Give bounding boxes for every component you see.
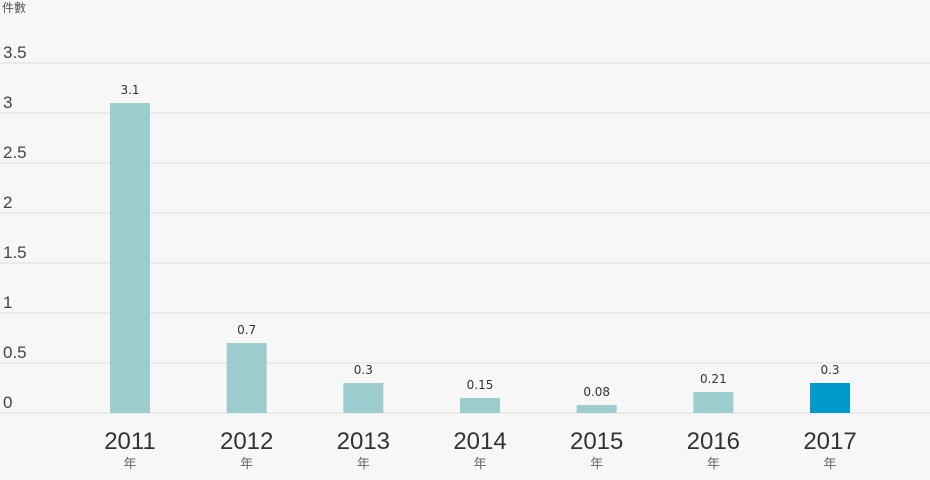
x-axis-labels: 2011 年 2012 年 2013 年 2014 年 2015 年 2016 年 2017 年 (104, 428, 857, 472)
x-tick-unit-label: 年 (590, 457, 603, 472)
bar (693, 392, 734, 413)
y-tick-label: 2 (3, 193, 12, 212)
data-label: 0.3 (354, 363, 373, 377)
y-tick-label: 1.5 (3, 243, 27, 262)
x-tick-label: 2016 (687, 428, 740, 455)
x-tick-unit-label: 年 (474, 457, 487, 472)
y-tick-label: 3 (3, 93, 12, 112)
y-axis-unit-label: 件數 (2, 1, 26, 15)
x-tick-label: 2015 (570, 428, 623, 455)
y-tick-label: 0 (3, 393, 12, 412)
data-label: 0.7 (237, 323, 256, 337)
x-tick-unit-label: 年 (123, 457, 136, 472)
data-label: 0.21 (700, 372, 727, 386)
x-tick-unit-label: 年 (240, 457, 253, 472)
bar (343, 383, 384, 413)
y-axis-ticks: 0 0.5 1 1.5 2 2.5 3 3.5 (3, 43, 27, 412)
x-tick-label: 2011 (104, 428, 156, 455)
gridlines (0, 62, 930, 414)
x-tick-label: 2014 (453, 428, 506, 455)
x-tick-label: 2017 (803, 428, 856, 455)
y-tick-label: 1 (3, 293, 12, 312)
x-tick-unit-label: 年 (824, 457, 837, 472)
x-tick-unit-label: 年 (357, 457, 370, 472)
data-label: 0.15 (467, 378, 494, 392)
y-tick-label: 0.5 (3, 343, 27, 362)
data-label: 0.08 (583, 385, 610, 399)
bar (576, 405, 617, 413)
bars: 3.1 0.7 0.3 0.15 0.08 0.21 0.3 (110, 83, 851, 413)
data-label: 3.1 (120, 83, 139, 97)
y-tick-label: 2.5 (3, 143, 27, 162)
data-label: 0.3 (820, 363, 839, 377)
bar (810, 383, 851, 413)
bar (460, 398, 501, 413)
bar (110, 103, 150, 413)
bar (226, 343, 267, 413)
x-tick-label: 2013 (337, 428, 390, 455)
y-tick-label: 3.5 (3, 43, 27, 62)
x-tick-unit-label: 年 (707, 457, 720, 472)
x-tick-label: 2012 (220, 428, 273, 455)
